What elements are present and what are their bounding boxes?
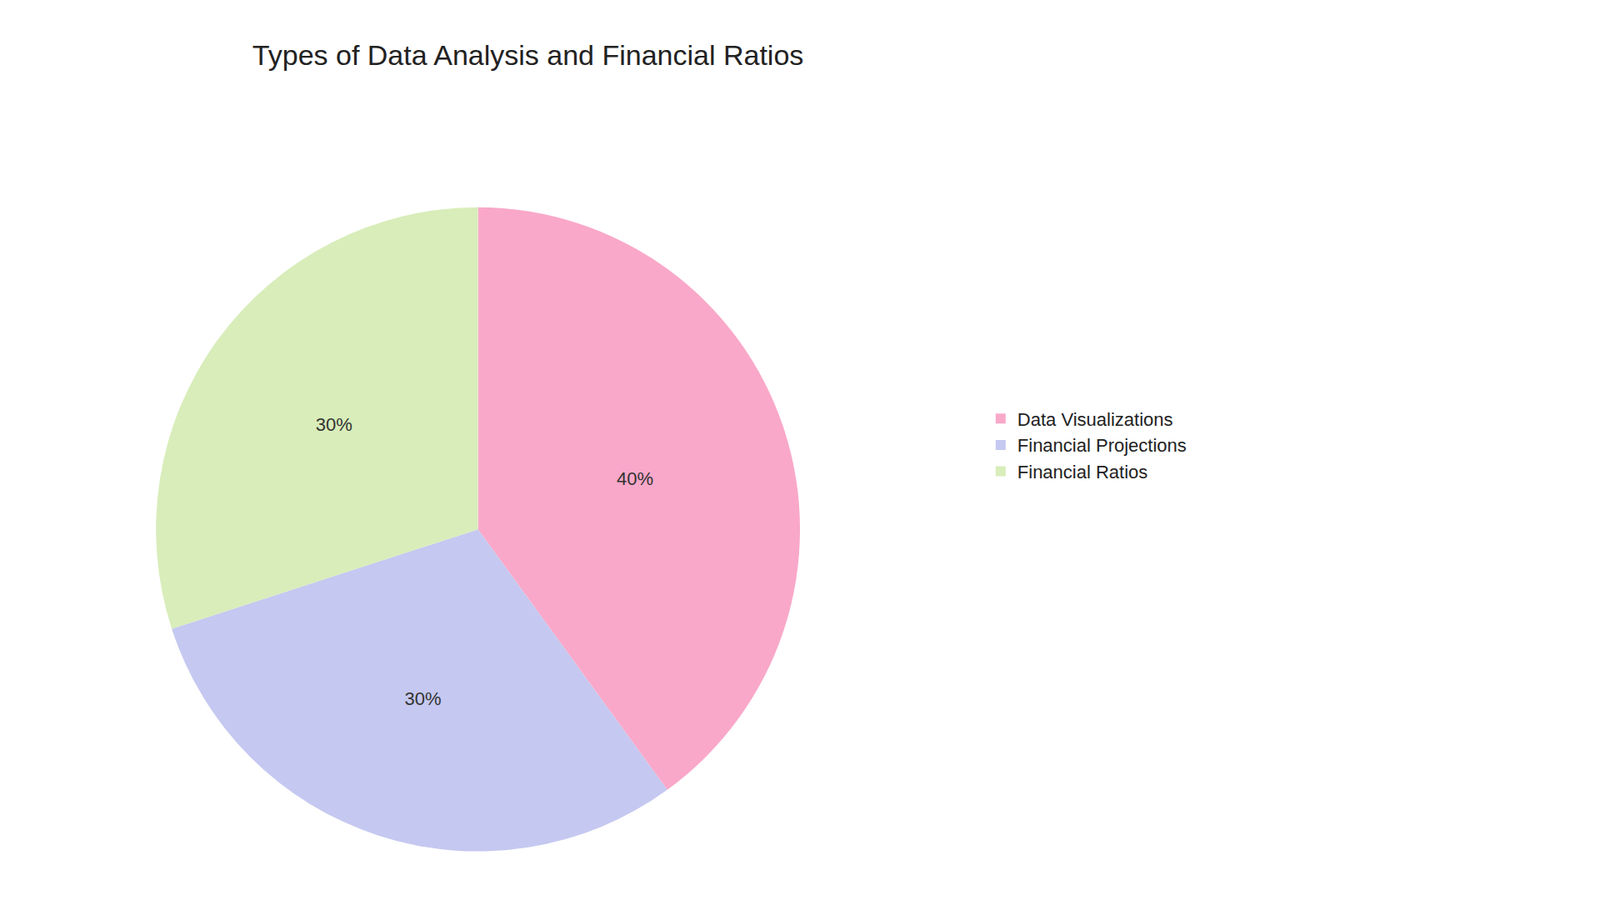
svg-text:Financial Ratios: Financial Ratios [1017,461,1149,483]
svg-text:Data Visualizations: Data Visualizations [1017,409,1174,430]
svg-text:40%: 40% [616,468,654,490]
svg-text:Financial Projections: Financial Projections [1017,435,1187,456]
svg-text:30%: 30% [315,414,353,435]
svg-text:30%: 30% [405,688,442,710]
svg-text:Types of Data Analysis and Fin: Types of Data Analysis and Financial Rat… [252,39,804,71]
